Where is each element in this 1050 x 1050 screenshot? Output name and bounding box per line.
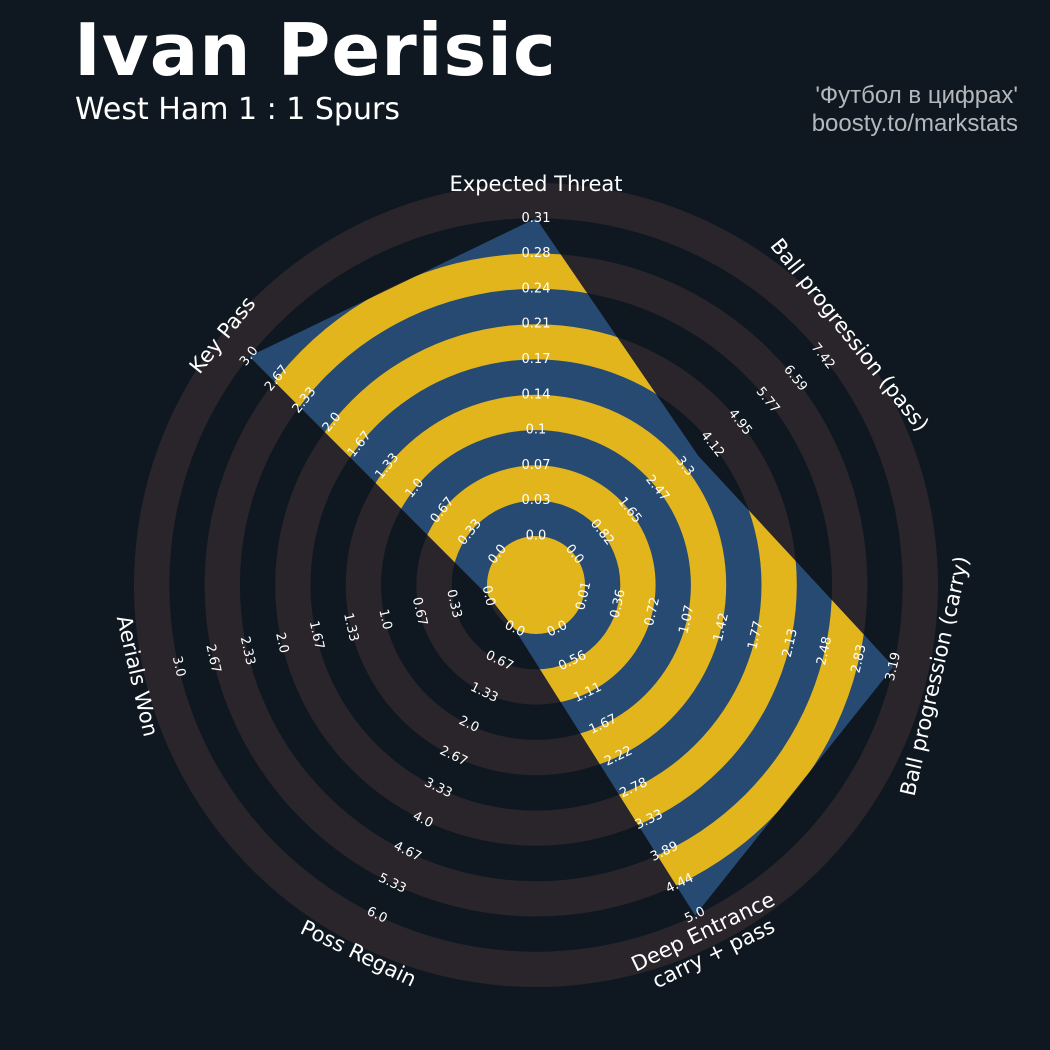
tick-label: 1.67 xyxy=(306,619,327,651)
tick-label: 1.42 xyxy=(711,612,732,644)
tick-label: 0.07 xyxy=(522,458,551,473)
tick-label: 2.33 xyxy=(237,635,258,667)
tick-label: 0.28 xyxy=(522,246,551,261)
tick-label: 0.21 xyxy=(522,317,551,332)
tick-label: 0.72 xyxy=(642,596,663,628)
tick-label: 0.36 xyxy=(608,588,629,620)
tick-label: 2.67 xyxy=(202,643,223,675)
tick-label: 2.13 xyxy=(780,627,801,659)
tick-label: 0.33 xyxy=(443,588,464,620)
tick-label: 0.31 xyxy=(522,211,551,226)
tick-label: 2.48 xyxy=(814,635,835,667)
tick-label: 3.0 xyxy=(169,655,188,679)
tick-label: 1.33 xyxy=(340,612,361,644)
tick-label: 0.0 xyxy=(479,584,498,608)
match-subtitle: West Ham 1 : 1 Spurs xyxy=(75,92,400,127)
parameter-label: Expected Threat xyxy=(450,172,623,196)
tick-label: 0.1 xyxy=(526,423,547,438)
tick-label: 1.0 xyxy=(375,608,394,632)
tick-label: 1.07 xyxy=(676,604,697,636)
tick-label: 3.19 xyxy=(883,651,904,683)
ring-center-highlight xyxy=(487,536,585,634)
tick-label: 0.01 xyxy=(573,580,594,612)
tick-label: 0.24 xyxy=(522,281,551,296)
credit-line-1: 'Футбол в цифрах' xyxy=(815,82,1018,109)
tick-label: 1.77 xyxy=(745,619,766,651)
tick-label: 2.0 xyxy=(272,631,291,655)
tick-label: 0.03 xyxy=(522,493,551,508)
tick-label: 0.14 xyxy=(522,387,551,402)
tick-label: 0.0 xyxy=(526,529,547,544)
credit-line-2: boosty.to/markstats xyxy=(811,110,1018,137)
player-name: Ivan Perisic xyxy=(74,8,557,92)
tick-label: 0.17 xyxy=(522,352,551,367)
tick-label: 0.67 xyxy=(409,596,430,628)
parameter-label-text: Expected Threat xyxy=(450,172,623,196)
tick-label: 2.83 xyxy=(849,643,870,675)
